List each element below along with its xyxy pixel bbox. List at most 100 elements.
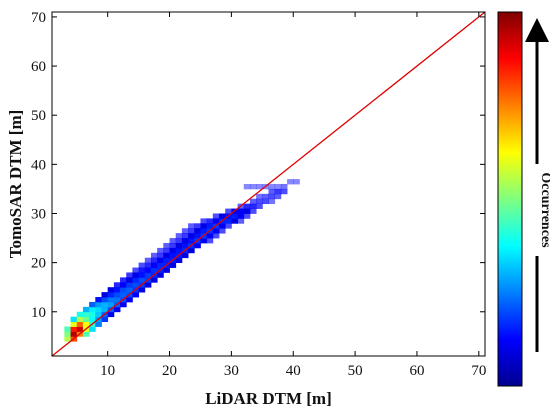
heatmap-cell bbox=[175, 242, 183, 249]
heatmap-cell bbox=[163, 247, 170, 254]
heatmap-cell bbox=[132, 292, 139, 298]
heatmap-cell bbox=[256, 184, 263, 190]
heatmap-cell bbox=[169, 238, 177, 244]
heatmap-cell bbox=[169, 242, 177, 249]
heatmap-cell bbox=[268, 198, 276, 205]
heatmap-cell bbox=[101, 301, 109, 308]
heatmap-cell bbox=[200, 228, 208, 234]
heatmap-cell bbox=[175, 247, 183, 254]
heatmap-cell bbox=[157, 252, 164, 259]
heatmap-cell bbox=[274, 188, 282, 195]
heatmap-cell bbox=[113, 297, 121, 303]
heatmap-cell bbox=[249, 208, 257, 214]
heatmap-cell bbox=[70, 331, 78, 337]
heatmap-cell bbox=[188, 238, 195, 244]
heatmap-cell bbox=[256, 203, 263, 209]
heatmap-cell bbox=[200, 223, 208, 229]
heatmap-cell bbox=[225, 218, 232, 224]
heatmap-cell bbox=[293, 179, 300, 185]
heatmap-cell bbox=[237, 218, 245, 224]
heatmap-cell bbox=[95, 311, 102, 318]
heatmap-cell bbox=[132, 272, 139, 278]
y-axis-label: TomoSAR DTM [m] bbox=[6, 110, 25, 259]
heatmap-cell bbox=[82, 316, 90, 322]
heatmap-cell bbox=[206, 218, 214, 224]
heatmap-cell bbox=[188, 228, 195, 234]
heatmap-cell bbox=[175, 257, 183, 264]
heatmap-cell bbox=[194, 242, 201, 249]
heatmap-cell bbox=[144, 267, 152, 273]
heatmap-cell bbox=[169, 247, 177, 254]
heatmap-cell bbox=[237, 213, 245, 219]
heatmap-cell bbox=[256, 193, 263, 200]
x-axis-label: LiDAR DTM [m] bbox=[205, 389, 332, 408]
heatmap-cell bbox=[206, 238, 214, 244]
heatmap-cell bbox=[126, 282, 133, 288]
heatmap-cell bbox=[89, 301, 96, 308]
y-tick-label: 20 bbox=[31, 256, 46, 272]
heatmap-cell bbox=[107, 311, 115, 318]
heatmap-cell bbox=[89, 326, 96, 332]
heatmap-cell bbox=[101, 316, 109, 322]
heatmap-cell bbox=[76, 321, 84, 327]
heatmap-cell bbox=[82, 311, 90, 318]
heatmap-cell bbox=[144, 282, 152, 288]
heatmap-cell bbox=[150, 257, 158, 264]
colorbar-label: Occurrences bbox=[538, 172, 550, 248]
heatmap-cell bbox=[181, 252, 189, 259]
x-tick-label: 20 bbox=[162, 363, 177, 379]
plot-frame bbox=[51, 11, 486, 357]
heatmap-cell bbox=[82, 331, 90, 337]
heatmap-cell bbox=[163, 257, 170, 264]
heatmap-cell bbox=[262, 198, 269, 205]
heatmap-cell bbox=[219, 228, 226, 234]
reference-line bbox=[51, 11, 486, 357]
heatmap-cell bbox=[150, 267, 158, 273]
heatmap-cell bbox=[138, 267, 146, 273]
heatmap-cell bbox=[237, 208, 245, 214]
heatmap-cell bbox=[175, 238, 183, 244]
heatmap-cell bbox=[126, 277, 133, 283]
heatmap-cell bbox=[101, 292, 109, 298]
heatmap-cell bbox=[219, 223, 226, 229]
heatmap-cell bbox=[163, 242, 170, 249]
heatmap-cell bbox=[249, 198, 257, 205]
heatmap-cell bbox=[262, 193, 269, 200]
heatmap-cell bbox=[188, 233, 195, 239]
heatmap-cell bbox=[175, 233, 183, 239]
heatmap-cell bbox=[70, 326, 78, 332]
heatmap-cell bbox=[194, 223, 201, 229]
heatmap-cell bbox=[107, 297, 115, 303]
heatmap-cell bbox=[157, 262, 164, 268]
heatmap-cell bbox=[70, 316, 78, 322]
heatmap-cell bbox=[212, 213, 220, 219]
heatmap-cell bbox=[120, 282, 127, 288]
heatmap-cell bbox=[82, 306, 90, 313]
heatmap-cell bbox=[95, 301, 102, 308]
heatmap-cell bbox=[194, 228, 201, 234]
heatmap-cell bbox=[225, 223, 232, 229]
heatmap-cell bbox=[95, 297, 102, 303]
heatmap-cell bbox=[231, 213, 238, 219]
heatmap-cell bbox=[138, 277, 146, 283]
y-tick-label: 10 bbox=[31, 305, 46, 321]
heatmap-cell bbox=[126, 272, 133, 278]
heatmap-cell bbox=[268, 188, 276, 195]
heatmap-cell bbox=[249, 184, 257, 190]
heatmap-cell bbox=[89, 306, 96, 313]
heatmap-cell bbox=[219, 213, 226, 219]
heatmap-cell bbox=[144, 257, 152, 264]
heatmap-cell bbox=[188, 247, 195, 254]
heatmap-cell bbox=[144, 272, 152, 278]
colorbar bbox=[497, 11, 523, 387]
heatmap-cell bbox=[157, 247, 164, 254]
colorbar-label-background bbox=[528, 164, 546, 256]
heatmap-cell bbox=[225, 208, 232, 214]
heatmap-cell bbox=[274, 193, 282, 200]
heatmap-cell bbox=[113, 306, 121, 313]
axis-ticks: 10 20 30 40 50 60 70 10 20 30 40 50 60 70 bbox=[31, 10, 486, 379]
heatmap-cell bbox=[287, 179, 294, 185]
heatmap-cell bbox=[150, 262, 158, 268]
heatmap-cell bbox=[120, 292, 127, 298]
heatmap-cell bbox=[113, 287, 121, 293]
